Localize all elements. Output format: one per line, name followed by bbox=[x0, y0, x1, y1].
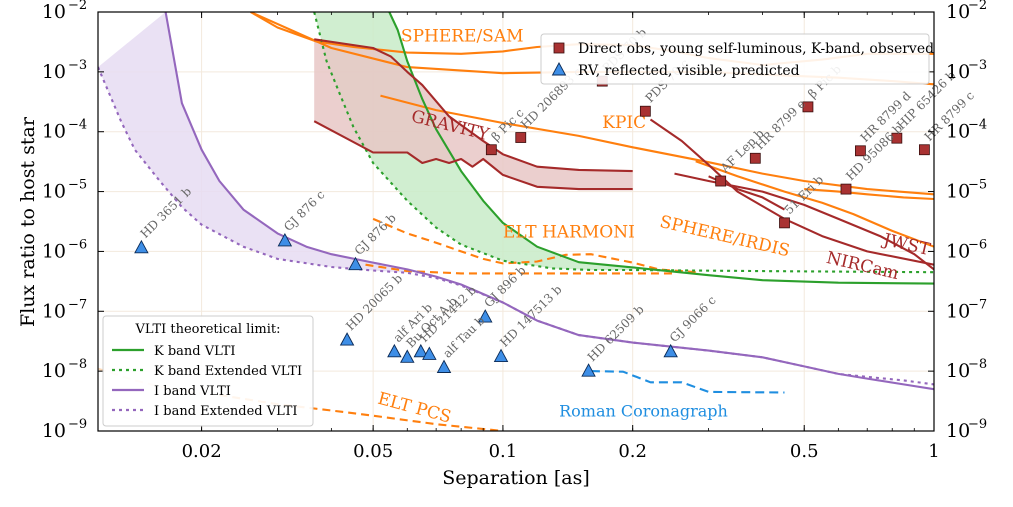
y-tick-exponent-left: −6 bbox=[68, 237, 87, 252]
rv-planet-marker bbox=[422, 346, 437, 360]
rv-planet-marker bbox=[348, 256, 363, 271]
direct-obs-marker bbox=[779, 217, 790, 229]
direct-obs-marker bbox=[918, 144, 930, 156]
direct-obs-marker bbox=[749, 152, 761, 164]
direct-obs-marker bbox=[802, 101, 814, 113]
curve-label-sphere-sam: SPHERE/SAM bbox=[401, 27, 524, 47]
direct-obs-marker bbox=[715, 175, 727, 187]
x-tick-label: 0.2 bbox=[618, 441, 647, 462]
direct-obs-marker bbox=[485, 144, 497, 156]
y-tick-exponent-left: −4 bbox=[68, 118, 87, 133]
rv-planet-marker bbox=[581, 363, 596, 377]
legend-bottom-box bbox=[102, 315, 314, 427]
direct-obs-marker bbox=[639, 105, 651, 117]
y-axis-label: Flux ratio to host star bbox=[17, 116, 39, 327]
y-tick-label-right: 10 bbox=[946, 1, 970, 23]
legend-bottom: VLTI theoretical limit: K band VLTI K band… bbox=[102, 315, 314, 427]
y-tick-exponent-right: −4 bbox=[968, 118, 987, 133]
y-tick-exponent-left: −9 bbox=[68, 417, 87, 432]
rv-planet-marker bbox=[277, 232, 293, 247]
rv-planet-marker bbox=[663, 343, 678, 358]
y-tick-label-left: 10 bbox=[42, 300, 66, 322]
legend-triangle-marker bbox=[551, 62, 567, 76]
y-tick-exponent-right: −5 bbox=[968, 178, 987, 193]
y-tick-label-left: 10 bbox=[42, 181, 66, 203]
y-tick-label-right: 10 bbox=[946, 300, 970, 322]
y-tick-exponent-right: −3 bbox=[968, 58, 987, 73]
legend-bottom-title: VLTI theoretical limit: bbox=[134, 322, 280, 337]
series-line-elt-harmoni-2 bbox=[365, 263, 675, 275]
y-tick-label-right: 10 bbox=[946, 121, 970, 143]
x-tick-label: 1 bbox=[928, 441, 939, 462]
y-tick-exponent-left: −8 bbox=[68, 357, 87, 372]
x-tick-label: 0.05 bbox=[353, 441, 393, 462]
y-tick-exponent-left: −7 bbox=[68, 297, 87, 312]
y-tick-exponent-right: −7 bbox=[968, 297, 987, 312]
legend-square-marker bbox=[553, 42, 565, 54]
rv-planet-marker bbox=[387, 343, 402, 358]
y-tick-label-left: 10 bbox=[42, 121, 66, 143]
y-tick-label-right: 10 bbox=[946, 61, 970, 83]
rv-planet-marker bbox=[413, 343, 429, 358]
rv-planet-marker bbox=[493, 348, 509, 363]
series-line-sphere-irdis-2 bbox=[804, 188, 934, 201]
series-line-roman-coronagraph bbox=[590, 370, 785, 394]
x-tick-label: 0.02 bbox=[182, 441, 222, 462]
curve-label-kpic: KPIC bbox=[602, 113, 646, 133]
y-tick-exponent-left: −5 bbox=[68, 178, 87, 193]
rv-planet-marker bbox=[339, 332, 355, 346]
y-tick-exponent-right: −9 bbox=[968, 417, 987, 432]
legend-top: Direct obs, young self-luminous, K-band,… bbox=[540, 33, 934, 85]
direct-obs-marker bbox=[855, 145, 866, 157]
direct-obs-marker bbox=[891, 132, 903, 144]
y-tick-exponent-right: −6 bbox=[968, 237, 987, 252]
y-tick-exponent-left: −2 bbox=[68, 0, 87, 13]
legend-top-box bbox=[540, 33, 930, 85]
series-line-gravity bbox=[313, 120, 633, 191]
y-tick-label-right: 10 bbox=[946, 360, 970, 382]
legend-label-k-band-extended-vlti: K band Extended VLTI bbox=[154, 364, 302, 379]
legend-top-label: RV, reflected, visible, predicted bbox=[578, 63, 800, 79]
legend-label-k-band-vlti: K band VLTI bbox=[154, 344, 236, 359]
y-tick-label-left: 10 bbox=[42, 240, 66, 262]
y-tick-label-left: 10 bbox=[42, 360, 66, 382]
y-tick-label-left: 10 bbox=[42, 420, 66, 442]
rv-planet-marker bbox=[400, 349, 415, 363]
y-tick-label-left: 10 bbox=[42, 61, 66, 83]
series-line-k-band-vlti bbox=[388, 12, 934, 285]
series-line-k-band-extended-vlti bbox=[313, 12, 934, 274]
plot-frame bbox=[97, 11, 935, 432]
series-line-kpic bbox=[380, 94, 934, 196]
series-line-jwst-nircam-2 bbox=[649, 118, 934, 266]
x-tick-label: 0.1 bbox=[489, 441, 518, 462]
rv-planet-marker bbox=[478, 309, 493, 323]
y-tick-exponent-left: −3 bbox=[68, 58, 87, 73]
legend-top-label: Direct obs, young self-luminous, K-band,… bbox=[578, 41, 934, 57]
rv-planet-marker bbox=[134, 239, 149, 254]
y-tick-label-right: 10 bbox=[946, 181, 970, 203]
series-line-sphere-irdis bbox=[695, 160, 934, 248]
y-tick-label-right: 10 bbox=[946, 240, 970, 262]
axis-ticks: 0.02 0.05 0.1 0.2 0.5 110 −9 10−910 −8 10−810 −7 10… bbox=[42, 0, 987, 462]
rv-planet-marker bbox=[436, 359, 452, 373]
direct-obs-marker bbox=[840, 183, 852, 195]
legend-label-i-band-extended-vlti: I band Extended VLTI bbox=[154, 404, 298, 419]
y-tick-exponent-right: −8 bbox=[968, 357, 987, 372]
shaded-purple-band bbox=[98, 12, 408, 273]
curve-label-elt-harmoni: ELT HARMONI bbox=[503, 223, 635, 243]
series-line-gravity-upper bbox=[314, 38, 633, 173]
direct-obs-marker bbox=[515, 132, 527, 143]
x-axis-label: Separation [as] bbox=[442, 467, 590, 489]
curve-label-roman-coronagraph: Roman Coronagraph bbox=[559, 401, 728, 420]
series-line-elt-pcs bbox=[219, 393, 504, 431]
x-tick-label: 0.5 bbox=[790, 441, 819, 462]
legend-label-i-band-vlti: I band VLTI bbox=[154, 384, 231, 399]
y-tick-exponent-right: −2 bbox=[968, 0, 987, 13]
y-tick-label-right: 10 bbox=[946, 420, 970, 442]
y-tick-label-left: 10 bbox=[42, 1, 66, 23]
series-line-elt-harmoni bbox=[372, 217, 696, 274]
